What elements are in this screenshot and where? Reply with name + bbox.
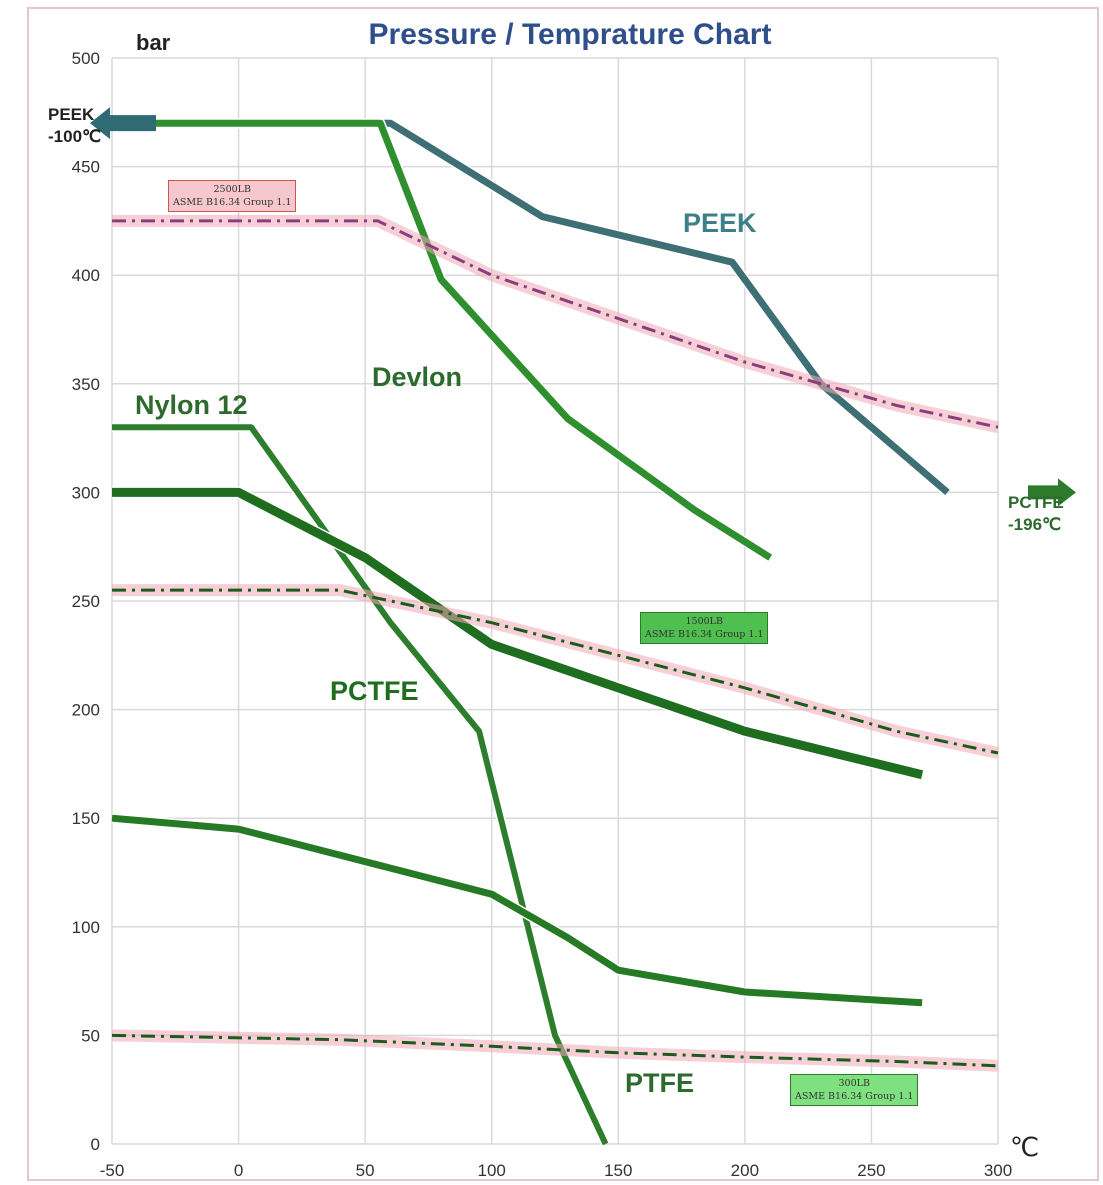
x-tick-label: 0 [234, 1161, 243, 1180]
asme-300lb-name: ASME B16.34 Group 1.1 [795, 1091, 914, 1102]
asme-2500lb-label: 2500LB ASME B16.34 Group 1.1 [168, 180, 297, 212]
peek-arrow-shaft [110, 115, 156, 132]
pctfe-series-label: PCTFE [330, 676, 419, 706]
peek-note-line1: PEEK [48, 105, 95, 124]
asme-300lb-class: 300LB [838, 1078, 870, 1089]
x-tick-label: 300 [984, 1161, 1012, 1180]
y-tick-label: 400 [72, 266, 100, 285]
asme-1500lb-class: 1500LB [685, 616, 723, 627]
y-axis-unit: bar [136, 30, 171, 55]
asme-300lb-label: 300LB ASME B16.34 Group 1.1 [790, 1074, 919, 1106]
x-tick-label: 250 [857, 1161, 885, 1180]
nylon-series-label: Nylon 12 [135, 390, 248, 420]
series-line-asme-b16-34-group-1-1-1500lb [112, 588, 999, 755]
asme-1500lb-label: 1500LB ASME B16.34 Group 1.1 [640, 612, 769, 644]
series-line-nylon-12 [112, 424, 609, 1146]
peek-note-line2: -100℃ [48, 127, 102, 146]
y-tick-label: 50 [81, 1026, 100, 1045]
x-tick-label: 150 [604, 1161, 632, 1180]
peek-low-temp-note: PEEK -100℃ [48, 104, 101, 148]
series-line-ptfe [111, 814, 923, 1007]
pctfe-arrow-shaft [1028, 485, 1058, 500]
asme-2500lb-class: 2500LB [213, 184, 251, 195]
y-tick-label: 100 [72, 918, 100, 937]
series-line-devlon [112, 119, 773, 561]
peek-series-label: PEEK [683, 208, 757, 238]
x-tick-label: -50 [100, 1161, 125, 1180]
series-line-asme-b16-34-group-1-1-300lb [111, 1033, 999, 1068]
y-tick-label: 150 [72, 809, 100, 828]
series-line-asme-b16-34-group-1-1-2500lb [112, 219, 999, 429]
y-tick-label: 250 [72, 592, 100, 611]
ptfe-series-label: PTFE [625, 1068, 695, 1098]
y-tick-label: 500 [72, 49, 100, 68]
pctfe-note-line1: PCTFE [1008, 493, 1064, 512]
peek-arrow-head [90, 107, 110, 140]
chart-annotations [90, 107, 1076, 507]
devlon-series-label: Devlon [372, 362, 463, 392]
y-tick-label: 200 [72, 701, 100, 720]
y-tick-label: 350 [72, 375, 100, 394]
pctfe-low-temp-note: PCTFE -196℃ [1008, 492, 1064, 536]
y-tick-label: 0 [91, 1135, 100, 1154]
series-lines [111, 118, 1000, 1146]
pctfe-note-line2: -196℃ [1008, 515, 1062, 534]
x-axis-unit: ℃ [1010, 1132, 1040, 1162]
chart-title: Pressure / Temprature Chart [368, 18, 772, 51]
series-line-pctfe [112, 487, 924, 780]
asme-2500lb-name: ASME B16.34 Group 1.1 [173, 197, 292, 208]
x-tick-label: 50 [356, 1161, 375, 1180]
y-tick-label: 450 [72, 158, 100, 177]
y-tick-label: 300 [72, 483, 100, 502]
pctfe-arrow-head [1058, 478, 1076, 507]
asme-1500lb-name: ASME B16.34 Group 1.1 [645, 629, 764, 640]
x-tick-label: 200 [731, 1161, 759, 1180]
x-tick-label: 100 [478, 1161, 506, 1180]
